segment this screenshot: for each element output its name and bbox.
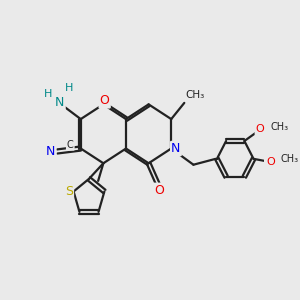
Text: H: H [65,83,73,93]
Text: CH₃: CH₃ [271,122,289,132]
Text: N: N [171,142,181,155]
Text: N: N [46,145,56,158]
Text: CH₃: CH₃ [281,154,299,164]
Text: O: O [100,94,110,107]
Text: O: O [154,184,164,197]
Text: S: S [65,185,73,198]
Text: C: C [67,140,74,150]
Text: O: O [256,124,264,134]
Text: H: H [44,89,52,99]
Text: N: N [55,96,64,110]
Text: CH₃: CH₃ [186,90,205,100]
Text: O: O [266,157,275,167]
